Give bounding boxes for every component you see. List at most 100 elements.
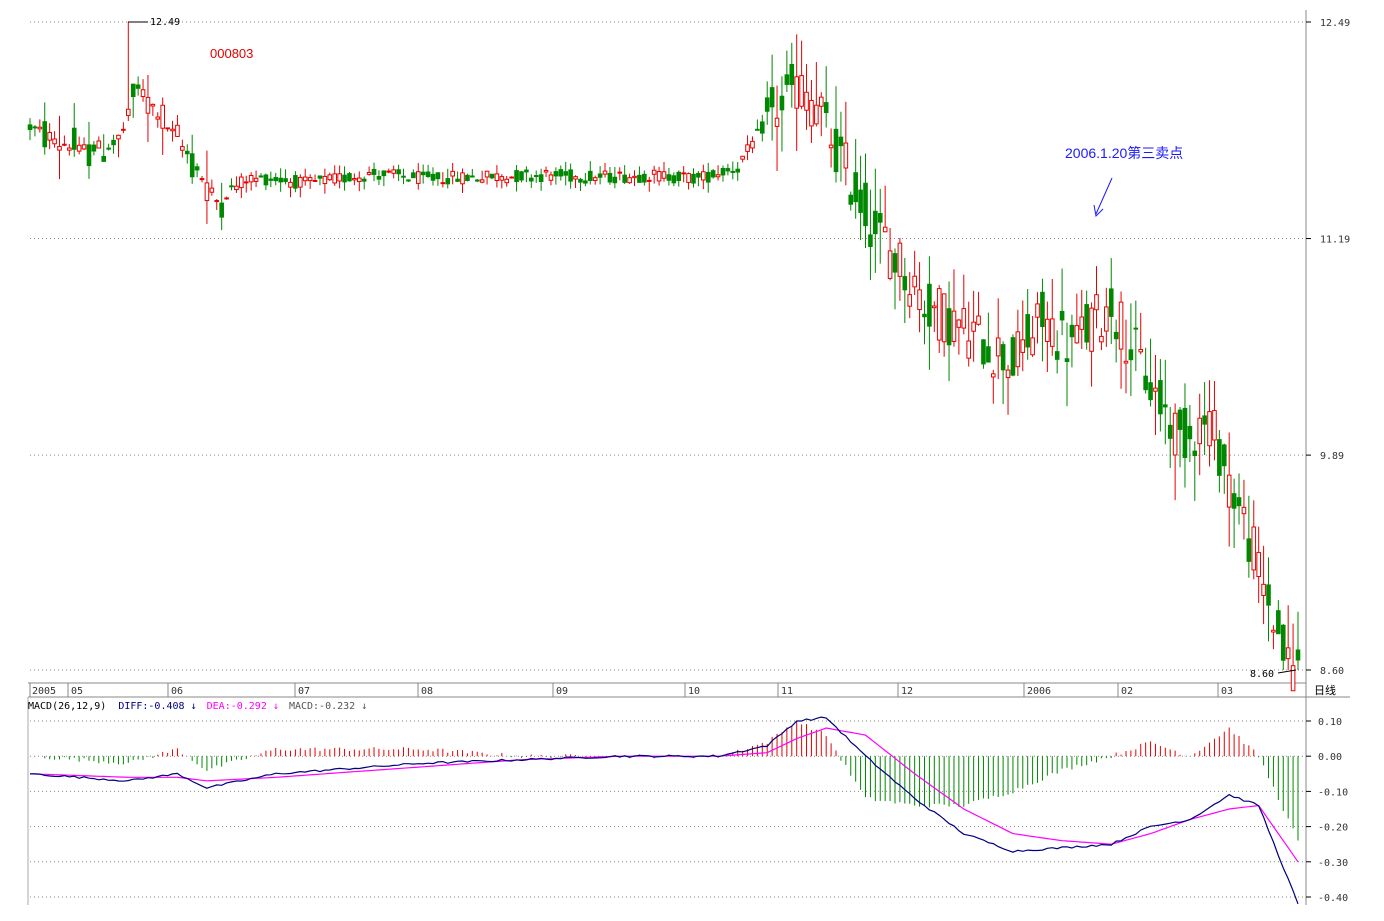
- candle-body: [853, 172, 858, 203]
- candle-body: [1182, 407, 1188, 458]
- candle-body: [37, 126, 43, 130]
- candle-body: [175, 124, 180, 137]
- macd-value: MACD:-0.232: [289, 701, 355, 712]
- candle-body: [67, 147, 72, 151]
- candle-body: [435, 172, 441, 180]
- candle-body: [101, 155, 107, 162]
- price-tick-label: 12.49: [1320, 18, 1350, 29]
- candle-body: [632, 175, 637, 179]
- candle-body: [1054, 351, 1060, 360]
- macd-value-arrow: ↓: [361, 701, 367, 712]
- candle-body: [327, 174, 333, 181]
- candle-body: [229, 185, 234, 188]
- candle-body: [681, 172, 686, 175]
- macd-tick-label: -0.30: [1318, 858, 1348, 869]
- candle-body: [465, 174, 470, 181]
- candle-body: [696, 172, 701, 178]
- candle-body: [1280, 624, 1286, 661]
- date-tick-label: 2005: [32, 686, 56, 697]
- candle-body: [62, 143, 67, 146]
- candle-body: [1128, 349, 1134, 361]
- candle-body: [401, 175, 406, 178]
- candle-body: [676, 171, 682, 182]
- candle-body: [941, 293, 947, 343]
- candle-body: [366, 171, 372, 175]
- candle-body: [1226, 474, 1232, 508]
- candle-body: [1113, 331, 1119, 340]
- candle-body: [42, 121, 48, 148]
- candle-body: [445, 178, 451, 185]
- candle-body: [1084, 304, 1089, 343]
- candle-body: [288, 181, 293, 188]
- candle-body: [116, 134, 121, 140]
- period-label: 日线: [1314, 683, 1336, 697]
- candle-body: [946, 308, 952, 346]
- candle-body: [450, 170, 455, 177]
- candle-body: [239, 176, 244, 189]
- sell-point-annotation: 2006.1.20第三卖点: [1065, 145, 1183, 161]
- candle-body: [578, 178, 583, 183]
- candle-body: [661, 171, 667, 179]
- date-tick-label: 12: [901, 686, 913, 697]
- macd-name: MACD(26,12,9): [28, 701, 106, 712]
- candle-body: [1010, 337, 1016, 376]
- candle-body: [823, 102, 829, 114]
- candle-body: [504, 178, 510, 184]
- candle-body: [47, 131, 52, 141]
- date-tick-label: 02: [1121, 686, 1133, 697]
- candle-body: [1133, 327, 1139, 330]
- candle-body: [794, 76, 799, 109]
- candle-body: [278, 177, 283, 183]
- candle-body: [121, 128, 126, 131]
- macd-diff: DIFF:-0.408: [118, 701, 184, 712]
- candle-body: [1261, 583, 1266, 596]
- candle-body: [376, 175, 382, 180]
- candle-body: [1030, 337, 1035, 356]
- candle-body: [833, 128, 839, 173]
- candle-body: [165, 127, 170, 130]
- candle-body: [735, 168, 741, 173]
- candle-body: [691, 173, 696, 184]
- low-marker-label: 8.60: [1250, 669, 1274, 680]
- candle-body: [204, 182, 210, 202]
- candle-body: [936, 288, 942, 341]
- candle-body: [1059, 310, 1065, 321]
- candle-body: [125, 108, 131, 116]
- candle-body: [981, 339, 986, 365]
- candle-body: [312, 179, 318, 182]
- candle-body: [130, 83, 136, 98]
- candle-body: [396, 169, 401, 175]
- candle-body: [602, 170, 608, 175]
- candle-body: [651, 169, 657, 175]
- candle-body: [248, 174, 254, 183]
- candle-body: [519, 171, 524, 181]
- candle-body: [666, 174, 672, 181]
- candle-body: [76, 144, 82, 152]
- macd-tick-label: 0.00: [1318, 752, 1342, 763]
- candle-body: [863, 182, 868, 227]
- candle-body: [573, 176, 578, 180]
- candle-body: [27, 124, 33, 131]
- candle-body: [263, 174, 269, 186]
- candle-body: [420, 171, 426, 176]
- candle-body: [302, 176, 308, 182]
- candle-body: [145, 96, 151, 114]
- candle-body: [111, 139, 116, 146]
- candle-body: [764, 97, 770, 112]
- candle-body: [715, 174, 721, 178]
- candle-body: [1064, 358, 1070, 363]
- candle-body: [553, 171, 559, 177]
- candle-body: [701, 171, 706, 181]
- candle-body: [484, 170, 490, 178]
- candle-body: [1167, 424, 1173, 439]
- candle-body: [892, 253, 898, 273]
- candle-body: [514, 170, 519, 183]
- candle-body: [219, 202, 224, 218]
- low-marker-line: [1277, 669, 1297, 674]
- candle-body: [529, 177, 534, 182]
- candle-body: [587, 170, 593, 181]
- candle-body: [1049, 318, 1055, 347]
- candle-body: [283, 178, 288, 183]
- candle-body: [779, 95, 785, 111]
